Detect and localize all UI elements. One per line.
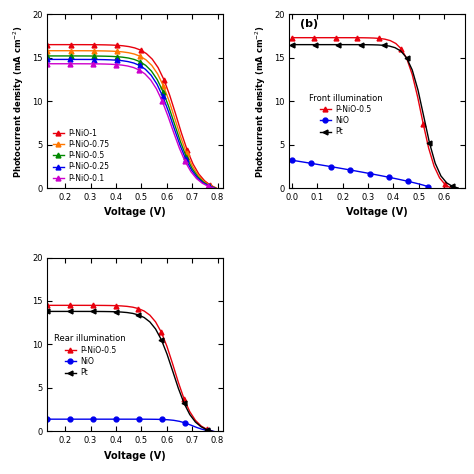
- X-axis label: Voltage (V): Voltage (V): [104, 451, 166, 461]
- Y-axis label: Photocurrent density (mA cm$^{-2}$): Photocurrent density (mA cm$^{-2}$): [12, 25, 27, 178]
- Legend: P-NiO-0.5, NiO, Pt: P-NiO-0.5, NiO, Pt: [53, 333, 128, 379]
- Legend: P-NiO-0.5, NiO, Pt: P-NiO-0.5, NiO, Pt: [307, 92, 384, 138]
- Y-axis label: Photocurrent density (mA cm$^{-2}$): Photocurrent density (mA cm$^{-2}$): [254, 25, 268, 178]
- Legend: P-NiO-1, P-NiO-0.75, P-NiO-0.5, P-NiO-0.25, P-NiO-0.1: P-NiO-1, P-NiO-0.75, P-NiO-0.5, P-NiO-0.…: [51, 127, 110, 184]
- X-axis label: Voltage (V): Voltage (V): [104, 208, 166, 218]
- Text: (b): (b): [300, 19, 318, 29]
- X-axis label: Voltage (V): Voltage (V): [346, 208, 408, 218]
